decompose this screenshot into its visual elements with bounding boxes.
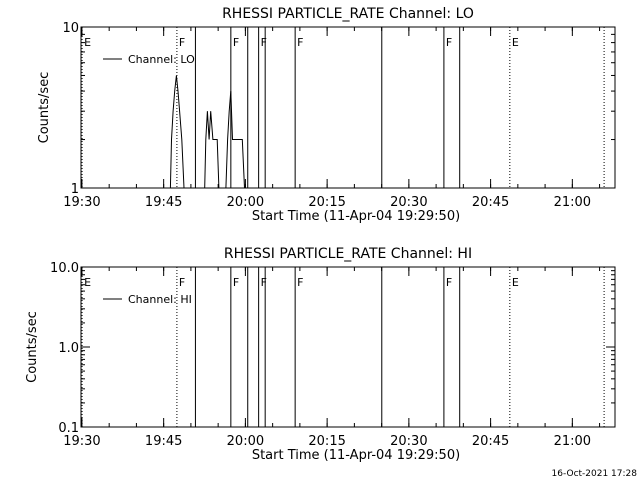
y-tick-label: 10 <box>62 21 79 36</box>
legend-entry: Channel: LO <box>128 53 195 66</box>
y-tick-label: 10.0 <box>50 261 79 276</box>
x-tick-label: 20:30 <box>390 195 427 210</box>
y-tick-label: 1 <box>71 182 79 197</box>
flag-label: F <box>179 36 185 49</box>
x-tick-label: 19:30 <box>63 434 100 449</box>
chart-title: RHESSI PARTICLE_RATE Channel: HI <box>224 246 472 262</box>
x-tick-label: 19:30 <box>63 195 100 210</box>
flag-label: E <box>512 276 519 289</box>
flag-label: F <box>233 36 239 49</box>
y-tick-label: 0.1 <box>58 421 79 436</box>
flag-label: F <box>446 276 452 289</box>
y-axis-label: Counts/sec <box>37 72 52 144</box>
x-tick-label: 20:00 <box>227 195 264 210</box>
flag-label: F <box>261 36 267 49</box>
legend-entry: Channel: HI <box>128 293 192 306</box>
flag-label: F <box>179 276 185 289</box>
y-axis-label: Counts/sec <box>25 311 40 383</box>
x-tick-label: 21:00 <box>554 195 591 210</box>
flag-label: F <box>446 36 452 49</box>
chart-panel-1: RHESSI PARTICLE_RATE Channel: HIE F F F F F E1… <box>25 246 616 463</box>
x-tick-label: 20:15 <box>308 195 345 210</box>
x-axis-label: Start Time (11-Apr-04 19:29:50) <box>252 448 460 463</box>
flag-label: E <box>512 36 519 49</box>
x-tick-label: 19:45 <box>145 195 182 210</box>
flag-label: E <box>84 276 91 289</box>
x-tick-label: 20:00 <box>227 434 264 449</box>
flag-label: F <box>233 276 239 289</box>
flag-label: E <box>84 36 91 49</box>
plot-frame <box>80 26 616 189</box>
chart-title: RHESSI PARTICLE_RATE Channel: LO <box>222 6 474 22</box>
series-line <box>169 75 245 189</box>
x-tick-label: 20:30 <box>390 434 427 449</box>
x-tick-label: 20:45 <box>472 195 509 210</box>
x-tick-label: 20:45 <box>472 434 509 449</box>
x-tick-label: 20:15 <box>308 434 345 449</box>
x-tick-label: 21:00 <box>554 434 591 449</box>
flag-label: F <box>261 276 267 289</box>
footer-timestamp: 16-Oct-2021 17:28 <box>552 469 638 479</box>
x-axis-label: Start Time (11-Apr-04 19:29:50) <box>252 209 460 224</box>
chart-panel-0: RHESSI PARTICLE_RATE Channel: LOE F F F F F E1… <box>37 6 616 224</box>
flag-label: F <box>297 276 303 289</box>
flag-label: F <box>297 36 303 49</box>
x-tick-label: 19:45 <box>145 434 182 449</box>
y-tick-label: 1.0 <box>58 341 79 356</box>
